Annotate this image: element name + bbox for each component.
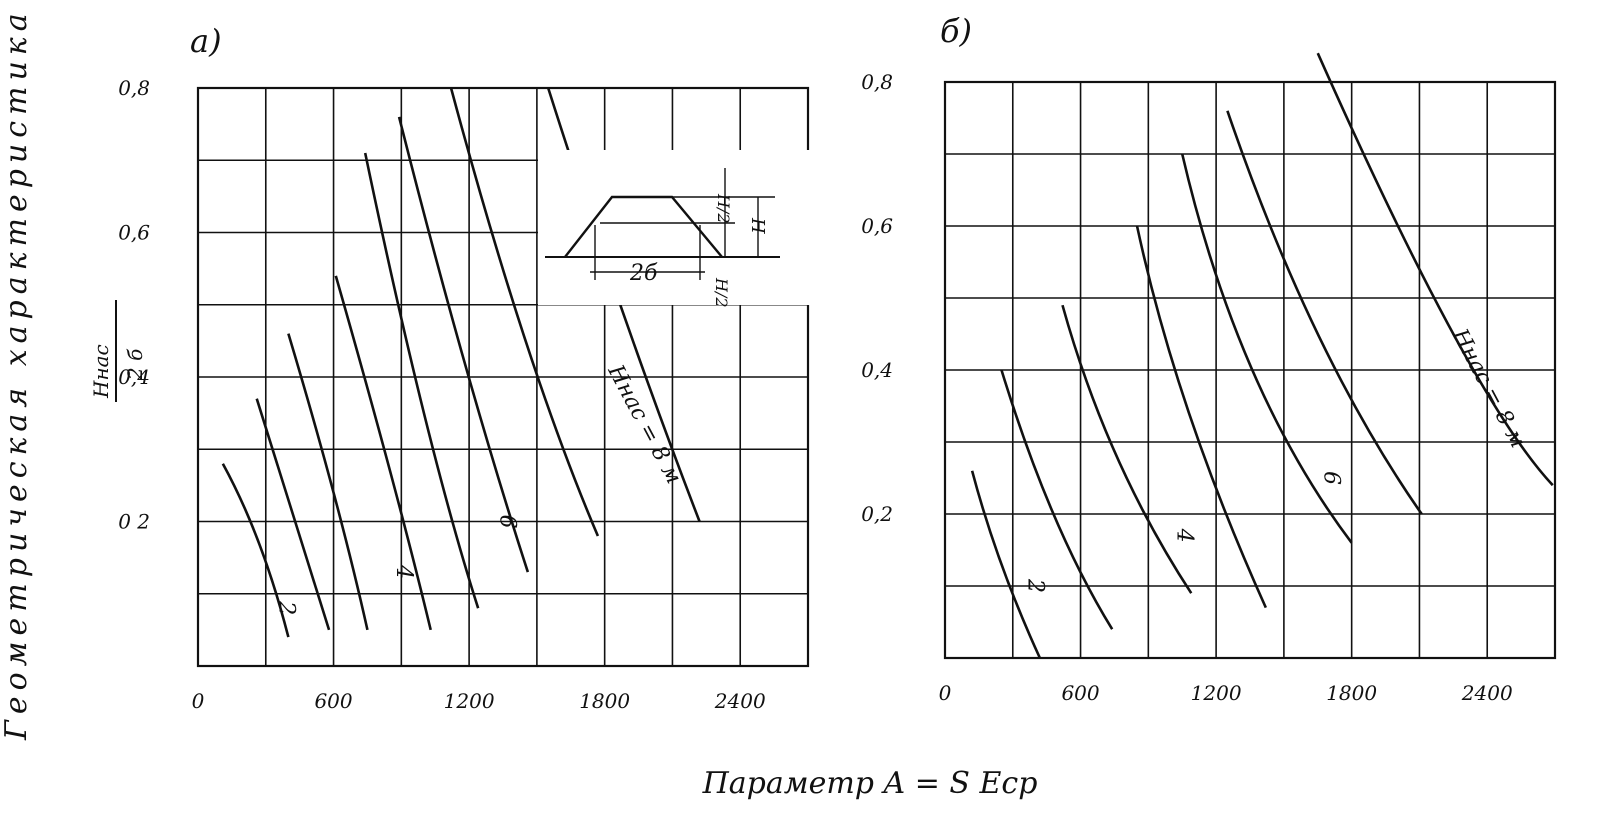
series-curve xyxy=(1316,52,1554,487)
y-tick-label: 0 2 xyxy=(118,510,150,534)
panel-a: а) 0 600 1200 1800 2400 0 2 0,4 0,6 0,8 2 4 6 Hнас … xyxy=(118,22,810,713)
geometric-characteristic-label: Геометрическая характеристика xyxy=(0,7,34,741)
x-tick-label: 600 xyxy=(314,689,352,713)
series-curve xyxy=(1135,225,1267,609)
x-tick-label: 1200 xyxy=(1191,681,1242,705)
series-label: 2 xyxy=(273,600,298,615)
y-fraction-denominator: 2 б xyxy=(123,348,147,381)
y-tick-label: 0,4 xyxy=(118,365,150,389)
x-tick-label: 1800 xyxy=(1326,681,1377,705)
inset-background xyxy=(538,150,810,305)
x-tick-label: 2400 xyxy=(714,689,766,713)
y-tick-label: 0,6 xyxy=(861,214,893,238)
series-curve xyxy=(255,398,331,631)
series-curve xyxy=(1061,304,1193,594)
series-curve xyxy=(970,470,1042,659)
series-curve xyxy=(397,116,530,573)
y-fraction-numerator: Hнас xyxy=(89,344,113,399)
x-tick-label: 600 xyxy=(1061,681,1099,705)
y-tick-label: 0,4 xyxy=(861,358,893,382)
panel-b-curve-labels: 2 4 6 Hнас = 8 м xyxy=(1023,324,1531,593)
series-curve xyxy=(221,463,290,638)
panel-b-ticks: 0 600 1200 1800 2400 0,2 0,4 0,6 0,8 xyxy=(861,70,1513,705)
series-label: 4 xyxy=(391,564,416,579)
panel-b-label: б) xyxy=(940,12,972,50)
series-label: 2 xyxy=(1023,578,1048,593)
series-curve xyxy=(334,275,432,631)
y-fraction-label: Hнас 2 б xyxy=(89,300,147,402)
inset-trapezoid-diagram: 2б H/2 H H/2 xyxy=(538,150,810,308)
panel-a-curve-labels: 2 4 6 Hнас = 8 м xyxy=(273,360,686,615)
series-label: 6 xyxy=(1319,471,1344,485)
panel-b-curves xyxy=(970,52,1554,659)
inset-width-label: 2б xyxy=(629,261,658,286)
series-label: Hнас = 8 м xyxy=(1446,324,1530,452)
panel-b: б) 0 600 1200 1800 2400 0,2 0,4 0,6 0,8 2 4 6 Hнас … xyxy=(861,12,1557,705)
y-tick-label: 0,6 xyxy=(118,221,150,245)
inset-half-height-top-label: H/2 xyxy=(714,193,733,224)
y-tick-label: 0,8 xyxy=(861,70,893,94)
x-tick-label: 2400 xyxy=(1461,681,1513,705)
series-label: 4 xyxy=(1172,528,1197,543)
series-curve xyxy=(1180,153,1353,544)
series-curve xyxy=(1000,369,1114,630)
series-curve xyxy=(449,87,600,537)
x-tick-label: 0 xyxy=(192,689,205,713)
x-axis-label: Параметр A = S Eср xyxy=(702,766,1038,801)
series-curve xyxy=(1226,110,1423,515)
series-label: 6 xyxy=(495,515,520,529)
inset-height-label: H xyxy=(747,217,768,234)
series-label: Hнас = 8 м xyxy=(602,360,686,488)
series-curve xyxy=(287,333,369,631)
y-tick-label: 0,8 xyxy=(118,76,150,100)
panel-a-ticks: 0 600 1200 1800 2400 0 2 0,4 0,6 0,8 xyxy=(118,76,766,713)
plot-frame xyxy=(943,80,1557,660)
inset-trapezoid xyxy=(564,195,723,258)
inset-half-height-bottom-label: H/2 xyxy=(712,277,731,308)
panel-b-grid xyxy=(943,80,1557,660)
x-tick-label: 1200 xyxy=(444,689,495,713)
x-tick-label: 1800 xyxy=(579,689,630,713)
y-tick-label: 0,2 xyxy=(861,502,893,526)
panel-a-label: а) xyxy=(190,22,222,60)
x-tick-label: 0 xyxy=(939,681,952,705)
series-curve xyxy=(363,152,480,609)
plot-frame xyxy=(196,86,810,668)
